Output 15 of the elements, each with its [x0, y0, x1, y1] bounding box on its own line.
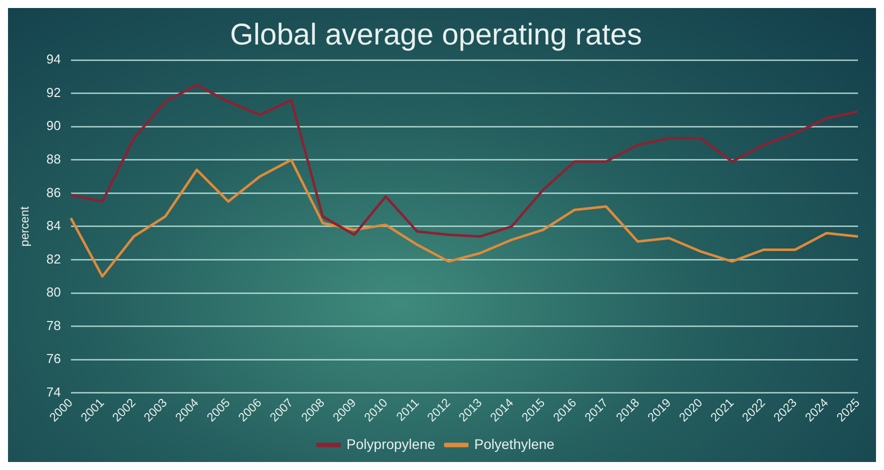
y-tick-label: 74: [46, 384, 61, 400]
legend-label: Polyethylene: [474, 436, 555, 452]
y-tick-label: 78: [46, 318, 61, 333]
chart-title: Global average operating rates: [230, 18, 642, 52]
y-tick-label: 94: [46, 52, 61, 67]
y-tick-label: 76: [46, 351, 61, 366]
y-tick-label: 84: [46, 218, 61, 234]
y-tick-label: 82: [46, 251, 61, 266]
y-tick-label: 92: [46, 84, 61, 100]
y-tick-label: 90: [46, 118, 61, 134]
y-tick-label: 80: [46, 284, 61, 300]
y-tick-label: 86: [46, 184, 61, 200]
y-tick-label: 88: [46, 151, 61, 166]
legend-label: Polypropylene: [346, 436, 436, 452]
y-axis-title: percent: [18, 206, 32, 246]
